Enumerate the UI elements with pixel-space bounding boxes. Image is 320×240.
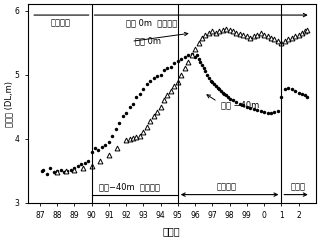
Text: 測線−40m  植生あり: 測線−40m 植生あり — [99, 182, 160, 192]
X-axis label: 測定年: 測定年 — [163, 226, 180, 236]
Text: 植生なし: 植生なし — [51, 18, 70, 27]
Text: 植生なし: 植生なし — [216, 182, 236, 192]
Text: 対策工: 対策工 — [291, 182, 306, 192]
Y-axis label: 地盤高 (DL,m): 地盤高 (DL,m) — [4, 81, 13, 126]
Text: 測線 0m  植生あり: 測線 0m 植生あり — [126, 18, 178, 27]
Text: 測線 −40m: 測線 −40m — [221, 100, 259, 109]
Text: 測線 0m: 測線 0m — [135, 37, 161, 46]
